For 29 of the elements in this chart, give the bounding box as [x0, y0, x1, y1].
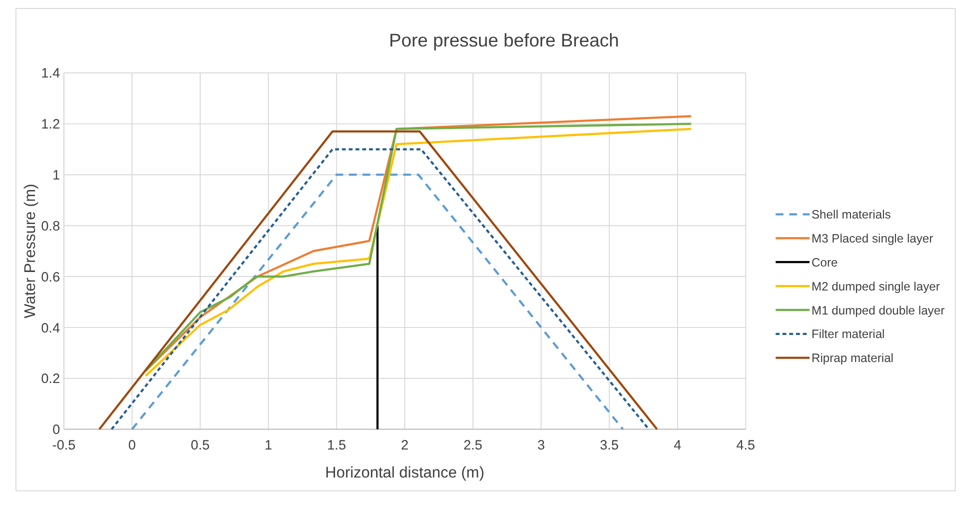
legend-label: M1 dumped double layer	[812, 303, 945, 318]
legend-label: M3 Placed single layer	[812, 232, 934, 246]
y-tick-label: 0.2	[41, 371, 60, 386]
chart-title: Pore pressue before Breach	[389, 30, 620, 51]
legend-label: Filter material	[812, 327, 885, 342]
y-axis-title: Water Pressure (m)	[22, 184, 39, 318]
x-tick-label: 4	[674, 438, 682, 453]
x-tick-label: 0	[128, 438, 136, 453]
legend-label: M2 dumped single layer	[812, 279, 940, 294]
x-tick-label: 1	[264, 438, 272, 453]
x-tick-label: 3.5	[600, 438, 619, 453]
y-tick-label: 0.8	[41, 218, 60, 234]
legend-label: Shell materials	[812, 208, 891, 222]
y-tick-label: 0	[52, 422, 60, 438]
x-axis-title: Horizontal distance (m)	[325, 464, 484, 482]
x-tick-label: -0.5	[52, 438, 76, 453]
y-tick-label: 1	[52, 168, 60, 183]
x-tick-label: 3	[537, 438, 545, 453]
y-tick-label: 0.6	[41, 269, 60, 284]
x-tick-label: 2.5	[464, 438, 482, 453]
legend-label: Core	[812, 255, 838, 270]
x-tick-label: 0.5	[190, 438, 210, 453]
y-tick-label: 0.4	[41, 320, 60, 336]
x-tick-label: 4.5	[736, 438, 756, 453]
x-tick-label: 2	[400, 438, 409, 453]
y-tick-label: 1.4	[41, 66, 60, 81]
x-tick-label: 1.5	[327, 438, 346, 453]
y-tick-label: 1.2	[41, 116, 60, 132]
legend-label: Riprap material	[812, 351, 894, 366]
